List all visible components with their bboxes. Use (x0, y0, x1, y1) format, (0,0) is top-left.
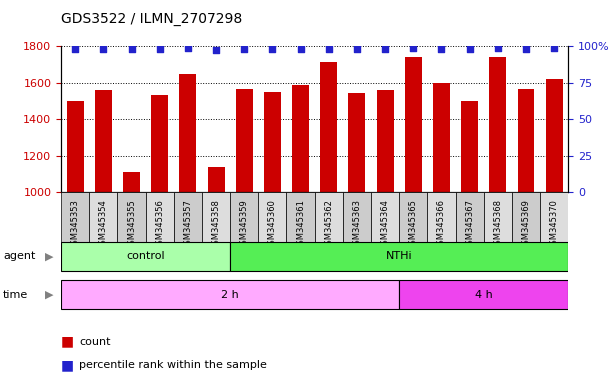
Text: ▶: ▶ (45, 251, 53, 262)
Bar (348, 93, 365, 192)
Bar (512, 192, 540, 261)
Point (211, 47, 221, 53)
Bar (145, 192, 174, 261)
Bar (258, 192, 287, 261)
Text: GSM345360: GSM345360 (268, 199, 277, 250)
Text: GSM345353: GSM345353 (71, 199, 79, 250)
Bar (489, 57, 507, 192)
Bar (152, 95, 168, 192)
Bar (230, 192, 258, 261)
Bar (399, 280, 568, 310)
Text: GSM345370: GSM345370 (550, 199, 558, 250)
Bar (484, 192, 512, 261)
Bar (123, 172, 140, 192)
Text: count: count (79, 337, 111, 347)
Text: GSM345363: GSM345363 (353, 199, 362, 250)
Bar (230, 242, 568, 271)
Bar (456, 192, 484, 261)
Bar (208, 167, 224, 192)
Point (240, 46, 249, 52)
Point (549, 45, 559, 51)
Text: GSM345361: GSM345361 (296, 199, 305, 250)
Bar (236, 89, 253, 192)
Point (493, 45, 503, 51)
Bar (67, 101, 84, 192)
Bar (433, 83, 450, 192)
Text: GSM345358: GSM345358 (211, 199, 221, 250)
Bar (95, 90, 112, 192)
Text: GSM345366: GSM345366 (437, 199, 446, 250)
Text: agent: agent (3, 251, 35, 262)
Point (436, 46, 446, 52)
Text: GSM345368: GSM345368 (493, 199, 502, 250)
Text: GSM345354: GSM345354 (99, 199, 108, 250)
Point (296, 46, 306, 52)
Text: 2 h: 2 h (221, 290, 239, 300)
Point (521, 46, 531, 52)
Text: ■: ■ (61, 358, 74, 372)
Point (98, 46, 108, 52)
Bar (180, 74, 196, 192)
Text: percentile rank within the sample: percentile rank within the sample (79, 360, 267, 370)
Text: time: time (3, 290, 28, 300)
Text: 4 h: 4 h (475, 290, 492, 300)
Bar (405, 57, 422, 192)
Bar (371, 192, 399, 261)
Point (352, 46, 362, 52)
Text: GSM345355: GSM345355 (127, 199, 136, 250)
Bar (202, 192, 230, 261)
Point (183, 45, 193, 51)
Bar (343, 192, 371, 261)
Point (155, 46, 164, 52)
Text: ▶: ▶ (45, 290, 53, 300)
Bar (61, 192, 89, 261)
Bar (518, 89, 535, 192)
Text: GSM345362: GSM345362 (324, 199, 333, 250)
Bar (540, 192, 568, 261)
Bar (546, 79, 563, 192)
Bar (61, 242, 230, 271)
Point (268, 46, 277, 52)
Bar (292, 85, 309, 192)
Text: ■: ■ (61, 335, 74, 349)
Point (465, 46, 475, 52)
Text: GSM345359: GSM345359 (240, 199, 249, 250)
Bar (174, 192, 202, 261)
Point (324, 46, 334, 52)
Text: NTHi: NTHi (386, 251, 412, 262)
Text: GSM345367: GSM345367 (465, 199, 474, 250)
Point (70, 46, 80, 52)
Text: GSM345356: GSM345356 (155, 199, 164, 250)
Bar (89, 192, 117, 261)
Text: GSM345364: GSM345364 (381, 199, 390, 250)
Bar (287, 192, 315, 261)
Point (380, 46, 390, 52)
Text: control: control (126, 251, 165, 262)
Bar (264, 92, 281, 192)
Text: GSM345357: GSM345357 (183, 199, 192, 250)
Text: GSM345365: GSM345365 (409, 199, 418, 250)
Bar (461, 101, 478, 192)
Bar (399, 192, 427, 261)
Bar (61, 280, 399, 310)
Text: GSM345369: GSM345369 (521, 199, 530, 250)
Bar (315, 192, 343, 261)
Bar (427, 192, 456, 261)
Bar (320, 61, 337, 192)
Point (126, 46, 136, 52)
Bar (376, 90, 393, 192)
Bar (117, 192, 145, 261)
Text: GDS3522 / ILMN_2707298: GDS3522 / ILMN_2707298 (61, 12, 243, 25)
Point (408, 45, 418, 51)
